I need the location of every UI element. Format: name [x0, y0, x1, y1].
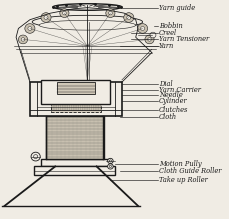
Bar	[41, 80, 110, 104]
Bar	[46, 116, 103, 159]
Circle shape	[18, 35, 27, 44]
Text: Creel: Creel	[158, 29, 176, 37]
Circle shape	[107, 164, 113, 169]
Circle shape	[109, 165, 111, 168]
Text: Yarn Tensioner: Yarn Tensioner	[158, 35, 208, 43]
Text: Yarn guide: Yarn guide	[158, 4, 194, 12]
Ellipse shape	[32, 15, 142, 28]
Bar	[30, 82, 121, 116]
Circle shape	[62, 11, 66, 15]
Bar	[34, 166, 114, 175]
Circle shape	[44, 16, 48, 19]
Text: Take up Roller: Take up Roller	[158, 177, 207, 184]
Circle shape	[107, 158, 113, 164]
Text: Cylinder: Cylinder	[158, 97, 186, 105]
Text: Dial: Dial	[158, 80, 172, 88]
Circle shape	[108, 11, 112, 15]
Text: Yarn Carrier: Yarn Carrier	[158, 86, 200, 94]
Circle shape	[21, 38, 25, 41]
Bar	[50, 104, 101, 112]
Circle shape	[33, 155, 38, 159]
Text: Cloth Guide Roller: Cloth Guide Roller	[158, 167, 220, 175]
Circle shape	[149, 32, 155, 38]
Text: Needle: Needle	[158, 92, 182, 99]
Circle shape	[105, 9, 114, 18]
Circle shape	[147, 38, 151, 41]
Text: Motion Pully: Motion Pully	[158, 160, 200, 168]
Text: Clutches: Clutches	[158, 106, 187, 114]
Circle shape	[60, 9, 69, 18]
Text: Yarn: Yarn	[158, 42, 173, 50]
Circle shape	[140, 26, 144, 30]
Circle shape	[28, 26, 32, 30]
Circle shape	[25, 24, 35, 33]
Circle shape	[41, 13, 51, 22]
Ellipse shape	[53, 4, 121, 10]
Bar	[41, 159, 110, 166]
Circle shape	[31, 152, 40, 161]
Circle shape	[137, 24, 147, 33]
Circle shape	[123, 13, 133, 22]
Circle shape	[144, 35, 153, 44]
Text: Bobbin: Bobbin	[158, 22, 182, 30]
Text: Cloth: Cloth	[158, 113, 176, 121]
Ellipse shape	[39, 20, 135, 30]
Bar	[57, 82, 95, 94]
Circle shape	[109, 160, 111, 162]
Circle shape	[126, 16, 130, 19]
